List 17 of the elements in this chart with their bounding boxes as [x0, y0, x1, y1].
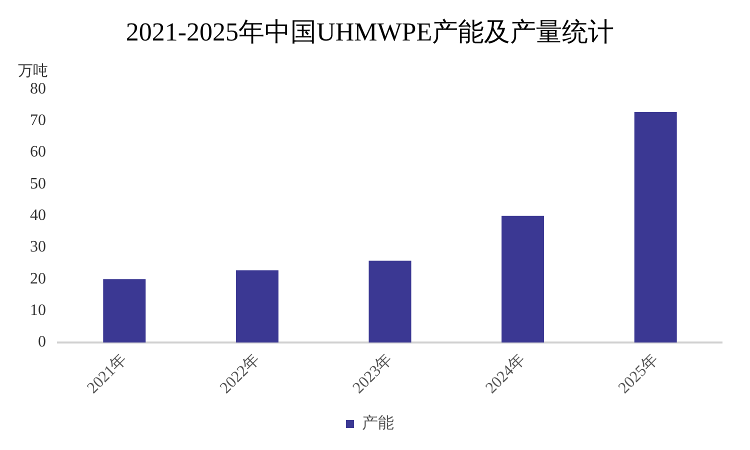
y-tick-label: 20 [30, 270, 46, 288]
y-tick-label: 60 [30, 144, 46, 161]
y-tick-label: 40 [30, 207, 46, 224]
y-tick-label: 30 [30, 238, 46, 256]
bar [634, 112, 677, 342]
bar [103, 279, 146, 342]
chart-title: 2021-2025年中国UHMWPE产能及产量统计 [126, 17, 614, 46]
bar [236, 270, 278, 342]
y-tick-label: 0 [38, 334, 46, 351]
legend-label: 产能 [362, 414, 394, 432]
y-tick-label: 10 [30, 302, 46, 320]
y-axis-title: 万吨 [18, 62, 48, 80]
y-tick-label: 70 [30, 112, 46, 130]
y-tick-label: 50 [30, 175, 46, 192]
bar [502, 216, 544, 342]
y-tick-label: 80 [30, 80, 46, 98]
bar [368, 260, 412, 342]
